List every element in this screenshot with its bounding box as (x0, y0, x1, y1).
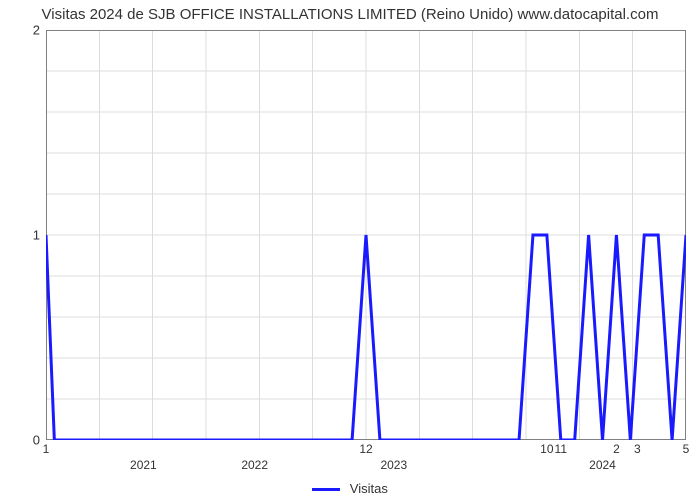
y-tick-label: 0 (10, 433, 40, 448)
x-tick-year-label: 2021 (130, 458, 157, 472)
x-tick-label: 1 (43, 442, 50, 456)
chart-title: Visitas 2024 de SJB OFFICE INSTALLATIONS… (0, 6, 700, 23)
x-tick-label: 5 (683, 442, 690, 456)
chart-legend: Visitas (0, 481, 700, 496)
y-tick-label: 1 (10, 228, 40, 243)
legend-swatch (312, 488, 340, 491)
x-tick-year-label: 2022 (241, 458, 268, 472)
x-axis-ticks: 11210112352021202220232024 (46, 442, 686, 482)
x-tick-label: 10 (540, 442, 553, 456)
x-tick-label: 12 (359, 442, 372, 456)
legend-label: Visitas (350, 481, 388, 496)
x-tick-label: 11 (555, 442, 567, 456)
x-tick-label: 3 (634, 442, 641, 456)
x-tick-year-label: 2024 (589, 458, 616, 472)
y-tick-label: 2 (10, 23, 40, 38)
chart-svg (46, 30, 686, 440)
x-tick-label: 2 (613, 442, 620, 456)
x-tick-year-label: 2023 (380, 458, 407, 472)
chart-plot-area (46, 30, 686, 440)
